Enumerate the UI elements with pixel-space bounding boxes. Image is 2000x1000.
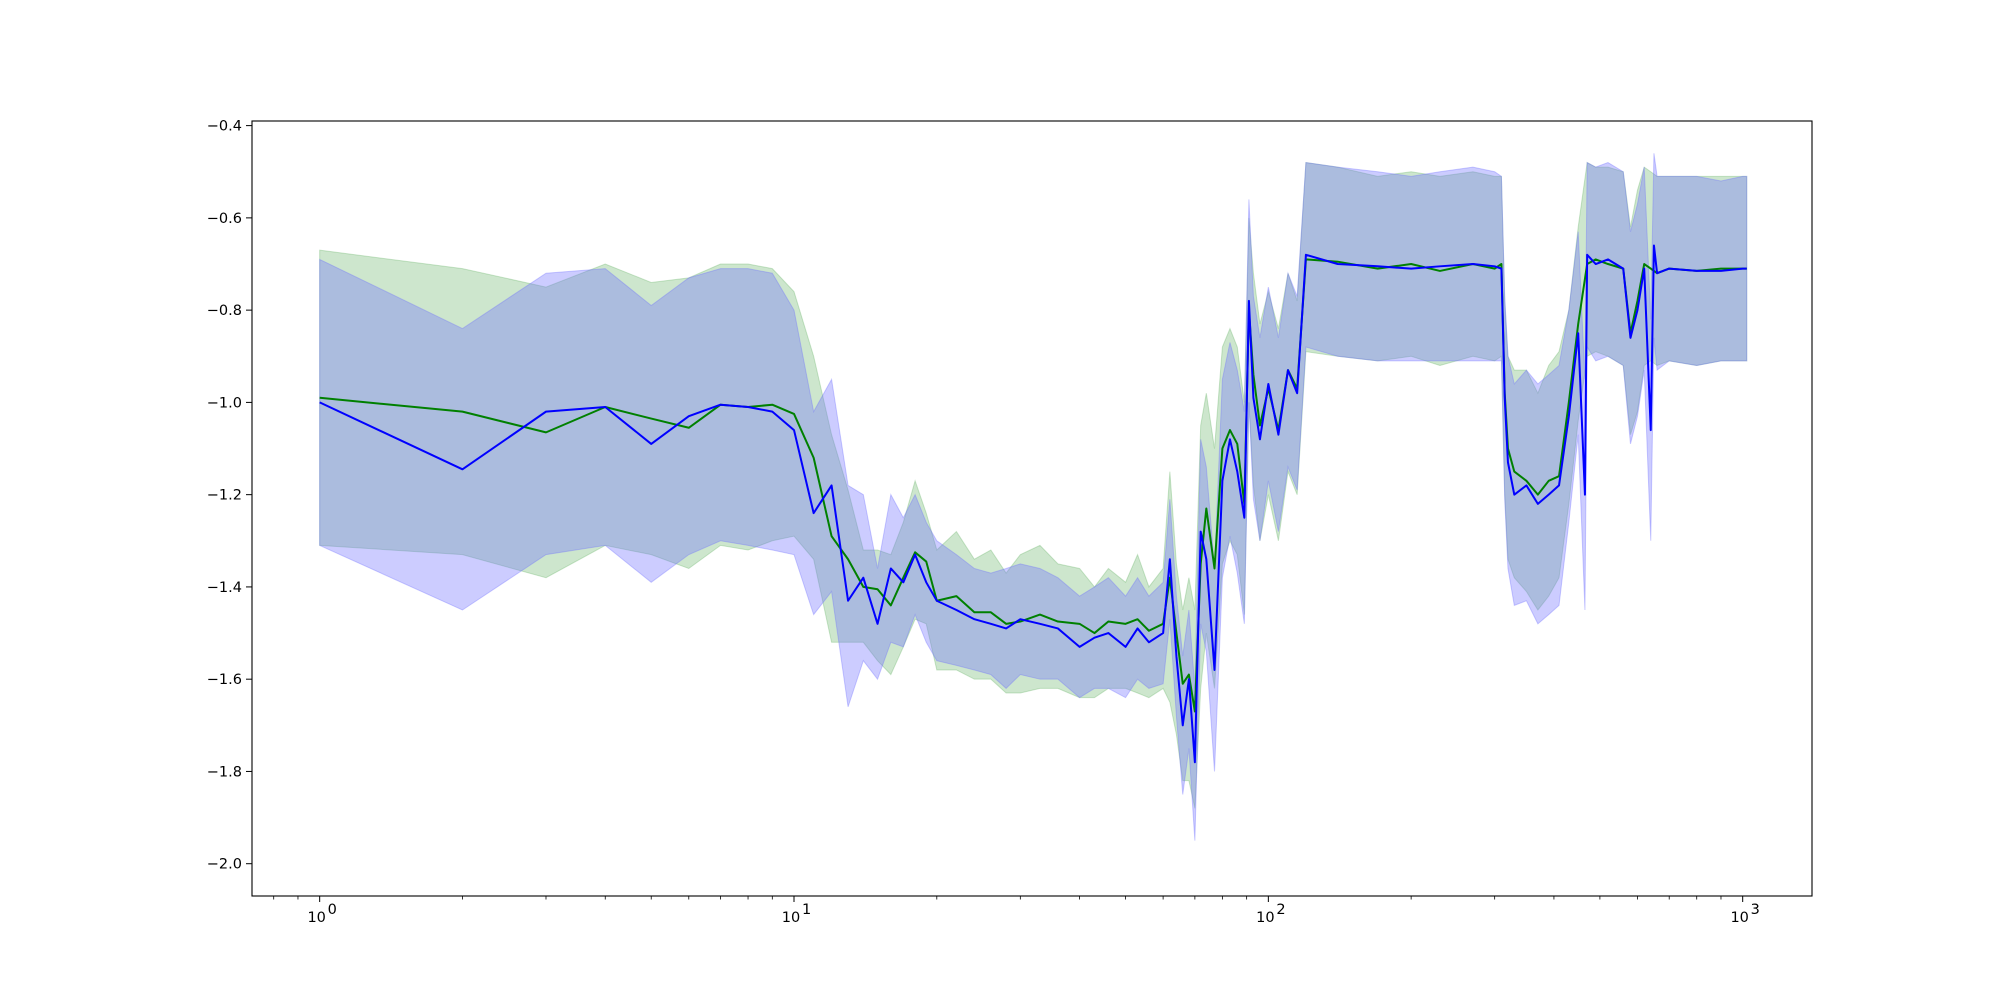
y-tick-label: −1.4 [207, 580, 242, 596]
x-tick-exponent: 2 [1276, 902, 1285, 918]
y-tick-label: −1.8 [207, 764, 242, 780]
confidence-band-1 [319, 161, 1748, 809]
x-tick-base: 10 [307, 910, 325, 926]
x-tick-label: 10 3 [1730, 902, 1759, 926]
x-tick-exponent: 3 [1751, 902, 1760, 918]
x-tick-label: 10 0 [307, 902, 336, 926]
x-axis: 10 0 10 1 10 2 10 3 [273, 896, 1760, 926]
x-tick-label: 10 2 [1256, 902, 1285, 926]
x-tick-exponent: 0 [328, 902, 337, 918]
y-axis: −0.4 −0.6 −0.8 −1.0 −1.2 −1.4 −1.6 −1.8 −2.0 [207, 119, 252, 873]
x-tick-exponent: 1 [802, 902, 811, 918]
x-tick-base: 10 [782, 910, 800, 926]
x-tick-base: 10 [1730, 910, 1748, 926]
x-tick-base: 10 [1256, 910, 1274, 926]
series-line-2 [319, 244, 1747, 764]
y-tick-label: −1.0 [207, 395, 242, 411]
y-tick-label: −0.6 [207, 211, 242, 227]
y-tick-label: −0.8 [207, 303, 242, 319]
y-tick-label: −1.6 [207, 672, 242, 688]
y-tick-label: −1.2 [207, 488, 242, 504]
x-tick-label: 10 1 [782, 902, 811, 926]
y-tick-label: −0.4 [207, 119, 242, 135]
plot-area [319, 153, 1748, 841]
series-line-1 [319, 258, 1747, 713]
y-tick-label: −2.0 [207, 857, 242, 873]
confidence-band-2 [319, 153, 1748, 841]
axes-frame [251, 120, 1813, 897]
